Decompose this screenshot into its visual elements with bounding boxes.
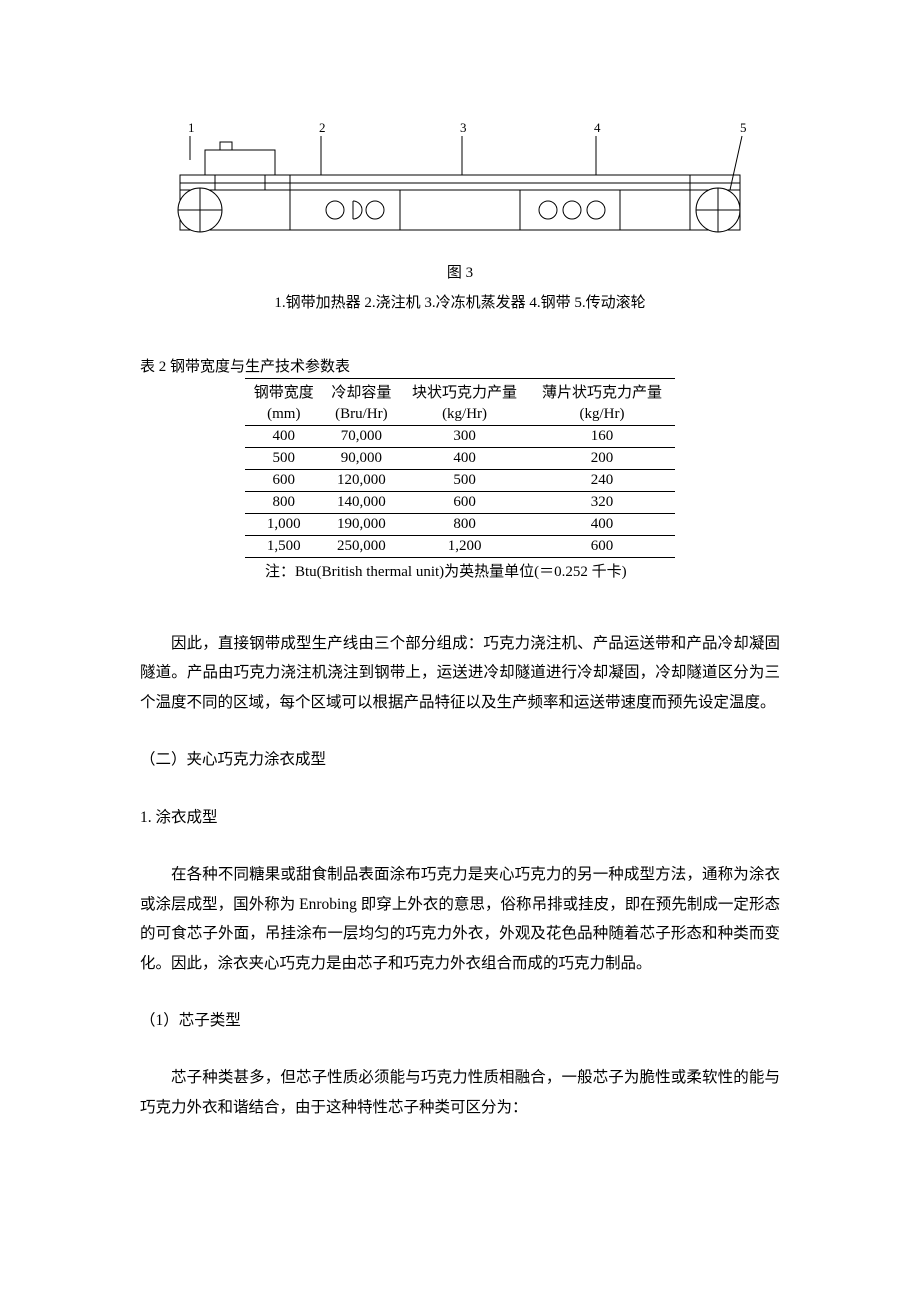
paragraph-2: 在各种不同糖果或甜食制品表面涂布巧克力是夹心巧克力的另一种成型方法，通称为涂衣或… bbox=[140, 860, 780, 978]
th: 块状巧克力产量 bbox=[400, 379, 529, 405]
td: 800 bbox=[245, 492, 323, 514]
td: 300 bbox=[400, 426, 529, 448]
td: 240 bbox=[529, 470, 675, 492]
fig-label-5: 5 bbox=[740, 120, 747, 135]
figure-3-svg: 1 2 3 4 5 bbox=[170, 120, 750, 250]
th: (kg/Hr) bbox=[400, 404, 529, 426]
table-row: 400 70,000 300 160 bbox=[245, 426, 675, 448]
th: (Bru/Hr) bbox=[323, 404, 401, 426]
document-page: 1 2 3 4 5 bbox=[0, 0, 920, 1302]
td: 190,000 bbox=[323, 514, 401, 536]
table-body: 400 70,000 300 160 500 90,000 400 200 60… bbox=[245, 426, 675, 558]
th: (kg/Hr) bbox=[529, 404, 675, 426]
td: 500 bbox=[245, 448, 323, 470]
td: 140,000 bbox=[323, 492, 401, 514]
table-header-row-1: 钢带宽度 冷却容量 块状巧克力产量 薄片状巧克力产量 bbox=[245, 379, 675, 405]
table-title: 表 2 钢带宽度与生产技术参数表 bbox=[140, 355, 780, 376]
td: 320 bbox=[529, 492, 675, 514]
paragraph-1: 因此，直接钢带成型生产线由三个部分组成：巧克力浇注机、产品运送带和产品冷却凝固隧… bbox=[140, 629, 780, 717]
table-note: 注：Btu(British thermal unit)为英热量单位(＝0.252… bbox=[245, 560, 675, 581]
td: 600 bbox=[245, 470, 323, 492]
td: 600 bbox=[400, 492, 529, 514]
heading-4: （1）芯子类型 bbox=[140, 1006, 780, 1035]
fig-label-3: 3 bbox=[460, 120, 467, 135]
td: 800 bbox=[400, 514, 529, 536]
td: 70,000 bbox=[323, 426, 401, 448]
fig-label-4: 4 bbox=[594, 120, 601, 135]
td: 600 bbox=[529, 536, 675, 558]
td: 1,200 bbox=[400, 536, 529, 558]
fig-label-2: 2 bbox=[319, 120, 326, 135]
td: 160 bbox=[529, 426, 675, 448]
paragraph-3: 芯子种类甚多，但芯子性质必须能与巧克力性质相融合，一般芯子为脆性或柔软性的能与巧… bbox=[140, 1063, 780, 1122]
td: 400 bbox=[245, 426, 323, 448]
table-row: 1,000 190,000 800 400 bbox=[245, 514, 675, 536]
table-header-row-2: (mm) (Bru/Hr) (kg/Hr) (kg/Hr) bbox=[245, 404, 675, 426]
figure-3: 1 2 3 4 5 bbox=[170, 120, 750, 315]
td: 1,000 bbox=[245, 514, 323, 536]
td: 120,000 bbox=[323, 470, 401, 492]
figure-caption-2: 1.钢带加热器 2.浇注机 3.冷冻机蒸发器 4.钢带 5.传动滚轮 bbox=[170, 291, 750, 315]
td: 1,500 bbox=[245, 536, 323, 558]
td: 200 bbox=[529, 448, 675, 470]
table-row: 600 120,000 500 240 bbox=[245, 470, 675, 492]
td: 400 bbox=[400, 448, 529, 470]
table-row: 1,500 250,000 1,200 600 bbox=[245, 536, 675, 558]
table-wrap: 钢带宽度 冷却容量 块状巧克力产量 薄片状巧克力产量 (mm) (Bru/Hr)… bbox=[245, 378, 675, 581]
table-row: 800 140,000 600 320 bbox=[245, 492, 675, 514]
th: (mm) bbox=[245, 404, 323, 426]
td: 90,000 bbox=[323, 448, 401, 470]
table-row: 500 90,000 400 200 bbox=[245, 448, 675, 470]
heading-3: 1. 涂衣成型 bbox=[140, 803, 780, 832]
th: 薄片状巧克力产量 bbox=[529, 379, 675, 405]
heading-2: （二）夹心巧克力涂衣成型 bbox=[140, 745, 780, 774]
fig-label-1: 1 bbox=[188, 120, 195, 135]
td: 500 bbox=[400, 470, 529, 492]
th: 钢带宽度 bbox=[245, 379, 323, 405]
figure-caption-1: 图 3 bbox=[170, 261, 750, 285]
td: 250,000 bbox=[323, 536, 401, 558]
params-table: 钢带宽度 冷却容量 块状巧克力产量 薄片状巧克力产量 (mm) (Bru/Hr)… bbox=[245, 378, 675, 558]
td: 400 bbox=[529, 514, 675, 536]
th: 冷却容量 bbox=[323, 379, 401, 405]
